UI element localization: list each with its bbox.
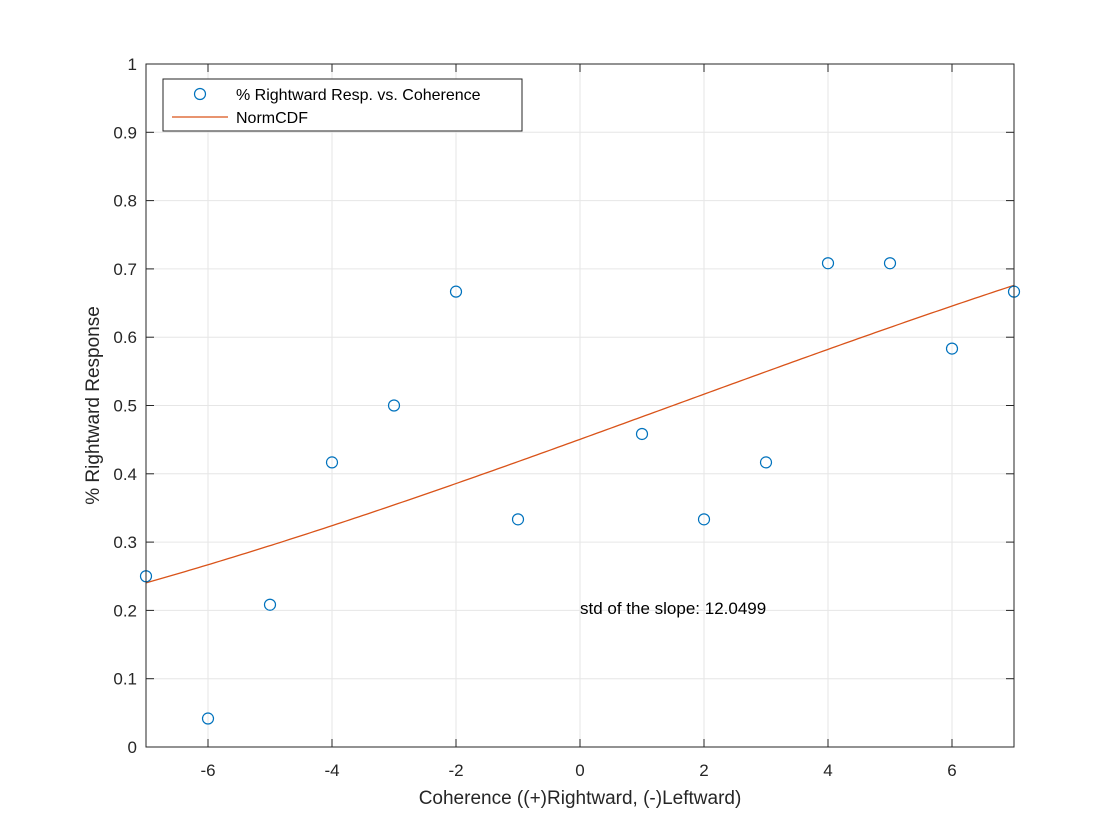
y-axis-label: % Rightward Response <box>83 306 104 505</box>
annotation-std: std of the slope: 12.0499 <box>580 599 766 618</box>
legend-entry-scatter: % Rightward Resp. vs. Coherence <box>236 87 481 104</box>
x-tick-label: -4 <box>324 761 339 780</box>
x-tick-label: 2 <box>699 761 708 780</box>
data-point <box>263 598 277 611</box>
data-point <box>325 456 339 469</box>
y-tick-label: 0.5 <box>113 397 137 416</box>
legend-marker-circle <box>193 87 207 101</box>
x-tick-label: -2 <box>448 761 463 780</box>
data-point <box>201 712 215 725</box>
x-tick-label: 0 <box>575 761 584 780</box>
data-point <box>387 399 401 412</box>
data-point <box>449 285 463 298</box>
data-point <box>697 513 711 526</box>
y-tick-label: 0.1 <box>113 670 137 689</box>
y-tick-label: 1 <box>128 55 137 74</box>
x-tick-label: -6 <box>200 761 215 780</box>
data-point <box>759 456 773 469</box>
fit-line-layer <box>145 284 1015 584</box>
data-point <box>511 513 525 526</box>
y-tick-label: 0 <box>128 738 137 757</box>
y-tick-label: 0.9 <box>113 123 137 142</box>
legend-entry-normcdf: NormCDF <box>236 110 308 127</box>
x-tick-label: 6 <box>947 761 956 780</box>
legend-box <box>162 78 523 132</box>
data-point <box>945 342 959 355</box>
y-tick-label: 0.8 <box>113 192 137 211</box>
data-point <box>635 427 649 441</box>
ticks: -6 -4 -2 0 2 4 6 0 0.1 0.2 0.3 0.4 0.5 0.6 0.7 0.8 0.9 1 <box>113 55 1014 780</box>
x-tick-label: 4 <box>823 761 832 780</box>
y-tick-label: 0.6 <box>113 328 137 347</box>
legend: % Rightward Resp. vs. Coherence NormCDF <box>162 78 523 132</box>
y-tick-label: 0.4 <box>113 465 137 484</box>
normcdf-line <box>145 284 1015 584</box>
data-point <box>883 257 897 270</box>
y-tick-label: 0.7 <box>113 260 137 279</box>
y-tick-label: 0.3 <box>113 533 137 552</box>
data-point <box>821 257 835 270</box>
y-tick-label: 0.2 <box>113 601 137 620</box>
x-axis-label: Coherence ((+)Rightward, (-)Leftward) <box>419 788 742 809</box>
